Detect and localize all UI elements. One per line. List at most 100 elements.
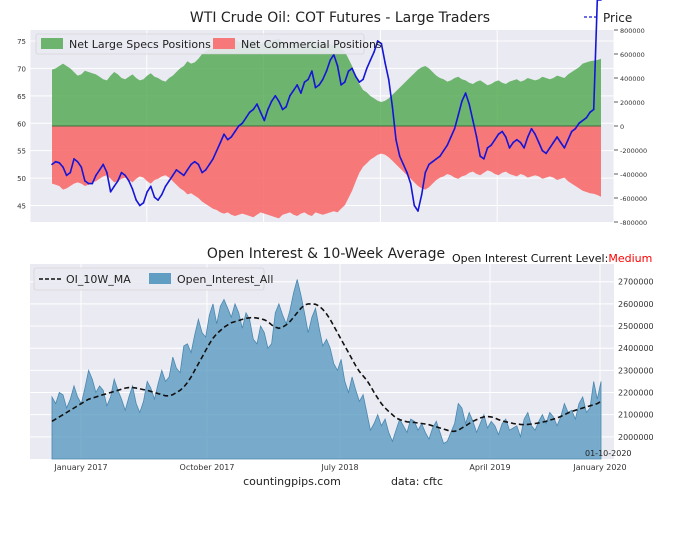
price-segment [285, 95, 291, 108]
price-segment [256, 103, 262, 114]
top-left-ticks: 45 50 55 60 65 70 75 [17, 38, 26, 211]
price-segment [259, 111, 266, 122]
price-segment [530, 127, 536, 135]
price-segment [402, 163, 408, 174]
price-segment [186, 163, 192, 171]
oi-tick-label: 2500000 [618, 322, 654, 331]
price-segment [117, 171, 123, 182]
price-segment [523, 136, 529, 149]
price-segment [172, 169, 178, 177]
price-line [51, 0, 602, 212]
specs-legend-label: Net Large Specs Positions [69, 38, 211, 51]
price-segment [197, 163, 203, 174]
price-segment [343, 70, 350, 83]
price-segment [508, 141, 515, 149]
specs-legend-swatch [41, 38, 63, 49]
price-segment [490, 138, 496, 146]
price-segment [556, 136, 562, 144]
right-tick-label: 400000 [620, 75, 645, 83]
price-segment [109, 185, 115, 193]
price-segment [124, 174, 130, 182]
right-tick-label: 0 [620, 123, 624, 131]
x-tick-label: October 2017 [180, 463, 235, 472]
price-segment [472, 119, 478, 138]
price-legend: Price [584, 11, 632, 25]
price-segment [102, 163, 108, 174]
price-segment [296, 84, 302, 94]
price-segment [80, 166, 86, 182]
price-segment [592, 0, 599, 111]
x-tick-label: April 2019 [469, 463, 510, 472]
price-segment [567, 130, 573, 141]
price-segment [252, 103, 258, 111]
oi-tick-label: 2300000 [618, 366, 654, 375]
price-segment [98, 163, 104, 171]
left-tick-label: 60 [17, 120, 26, 128]
price-segment [391, 106, 397, 141]
price-segment [384, 62, 390, 81]
price-segment [234, 125, 240, 133]
price-segment [106, 171, 112, 193]
ma-line [51, 303, 602, 433]
price-segment [395, 138, 401, 157]
price-segment [336, 64, 342, 86]
price-segment [241, 117, 247, 125]
price-segment [387, 78, 394, 108]
price-segment [464, 92, 471, 105]
price-segment [212, 149, 218, 160]
price-segment [307, 70, 313, 81]
price-segment [58, 162, 64, 168]
right-tick-label: -600000 [620, 195, 647, 203]
open-interest-chart: 2000000 2100000 2200000 2300000 2400000 25000… [30, 246, 654, 472]
price-segment [552, 136, 558, 144]
price-segment [442, 144, 449, 152]
price-segment [289, 89, 295, 97]
price-segment [274, 95, 280, 103]
price-segment [446, 136, 452, 146]
price-segment [325, 59, 332, 72]
price-segment [417, 193, 423, 212]
bottom-x-ticks: January 2017 October 2017 July 2018 April 2… [53, 463, 626, 472]
price-segment [369, 51, 375, 62]
price-segment [278, 100, 284, 111]
price-segment [69, 158, 75, 174]
price-legend-label: Price [603, 11, 632, 25]
price-segment [168, 174, 174, 182]
price-segment [585, 111, 591, 119]
right-tick-label: 800000 [620, 27, 645, 35]
oi-level-annotation: Open Interest Current Level:Medium [452, 252, 652, 265]
price-segment [230, 130, 236, 138]
price-segment [267, 100, 273, 111]
top-chart-title: WTI Crude Oil: COT Futures - Large Trade… [190, 10, 490, 26]
top-legend-box [35, 33, 365, 55]
price-segment [292, 84, 299, 92]
commercial-legend-swatch [213, 38, 235, 49]
ma-legend-label: OI_10W_MA [66, 273, 131, 286]
x-tick-label: July 2018 [320, 463, 358, 472]
price-segment [534, 133, 540, 144]
price-segment [413, 204, 419, 212]
price-segment [406, 171, 412, 185]
price-segment [62, 166, 68, 177]
bottom-right-ticks: 2000000 2100000 2200000 2300000 2400000 25000… [618, 278, 654, 442]
price-segment [157, 193, 163, 201]
left-tick-label: 45 [17, 203, 26, 211]
left-tick-label: 55 [17, 148, 26, 156]
price-segment [468, 103, 474, 122]
oi-tick-label: 2100000 [618, 411, 654, 420]
price-segment [450, 127, 456, 138]
price-segment [131, 188, 137, 201]
price-segment [519, 141, 525, 149]
right-tick-label: 200000 [620, 99, 645, 107]
x-tick-label: January 2017 [53, 463, 107, 472]
price-segment [183, 169, 189, 177]
price-segment [563, 138, 569, 149]
price-segment [365, 59, 372, 70]
commercial-legend-label: Net Commercial Positions [241, 38, 382, 51]
price-segment [354, 75, 361, 83]
price-segment [113, 180, 119, 188]
left-tick-label: 65 [17, 93, 26, 101]
price-segment [398, 155, 405, 166]
price-segment [574, 122, 580, 130]
price-segment [245, 111, 251, 119]
